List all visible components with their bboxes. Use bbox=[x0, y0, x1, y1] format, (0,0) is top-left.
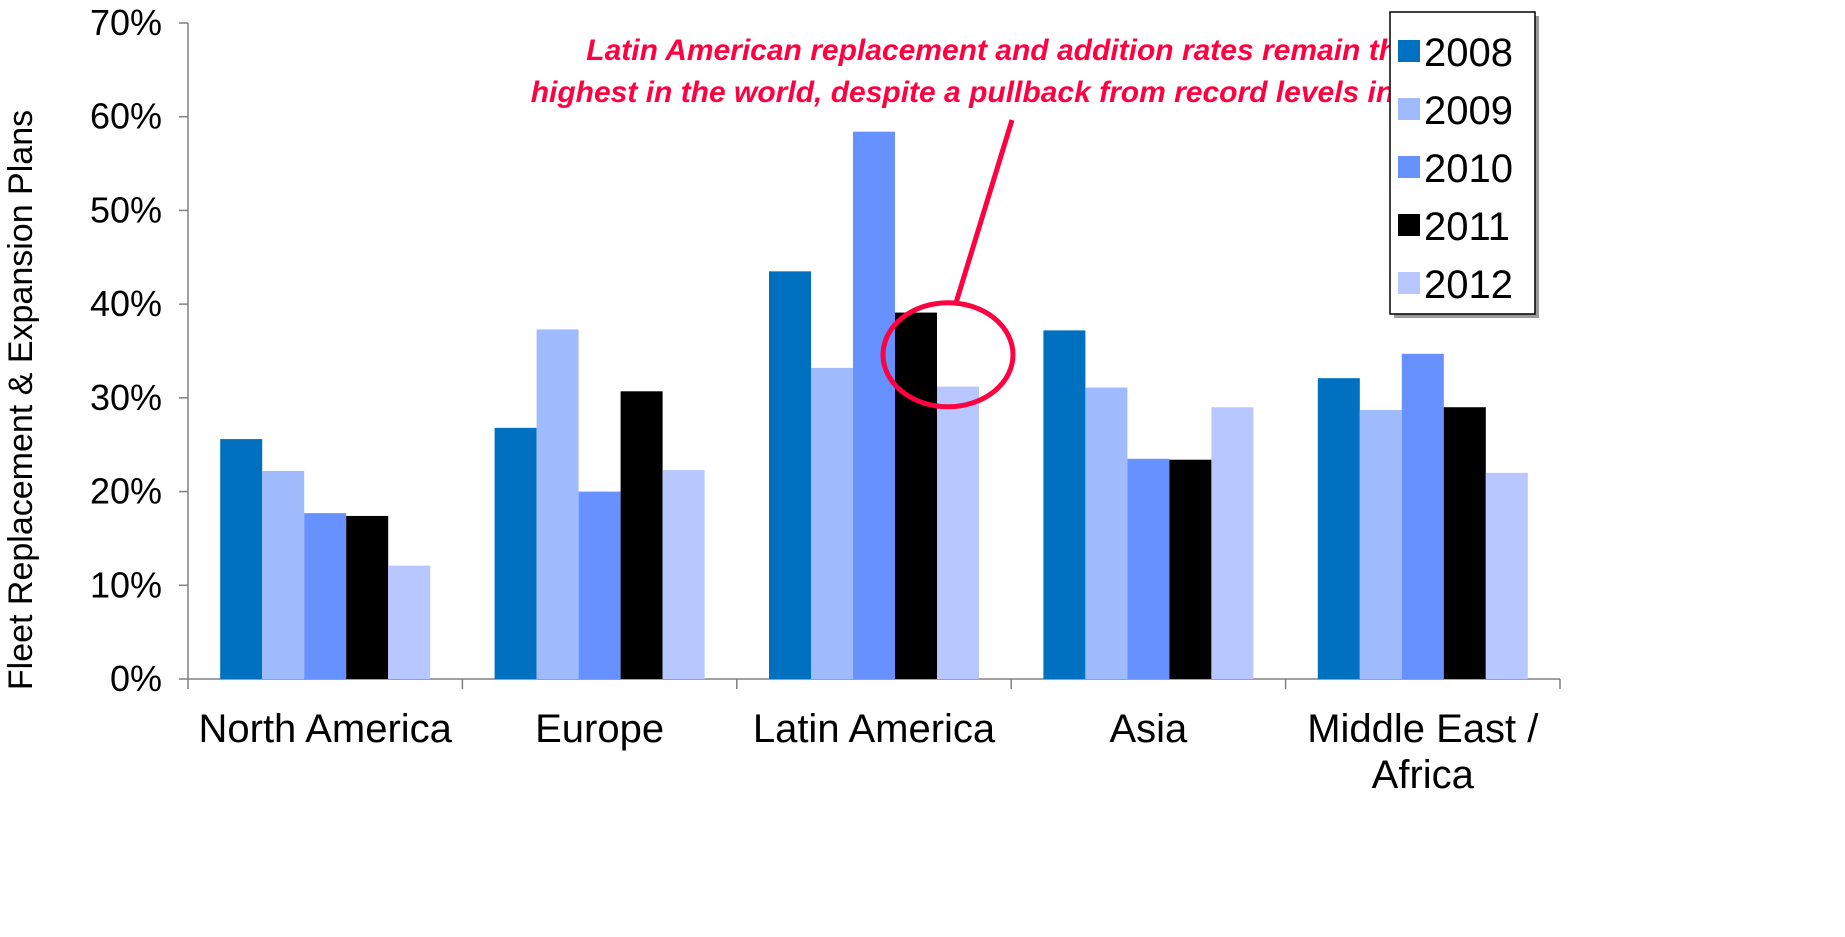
annotation-text-line-2: highest in the world, despite a pullback… bbox=[531, 76, 1470, 109]
annotation-text-line-1: Latin American replacement and addition … bbox=[586, 34, 1413, 67]
bar-2012-north-america bbox=[388, 565, 431, 679]
y-axis-label-group: Fleet Replacement & Expansion Plans bbox=[2, 110, 40, 690]
legend-swatch-2010 bbox=[1398, 156, 1420, 178]
bar-2010-latin-america bbox=[853, 131, 895, 680]
category-label: Asia bbox=[1109, 707, 1188, 751]
bar-2010-north-america bbox=[304, 513, 347, 679]
bar-2009-asia bbox=[1085, 387, 1128, 679]
annotation: Latin American replacement and addition … bbox=[531, 34, 1470, 410]
legend-label-2010: 2010 bbox=[1424, 147, 1513, 191]
category-label: Middle East / bbox=[1307, 707, 1539, 751]
bar-2012-latin-america bbox=[937, 386, 979, 679]
legend-swatch-2012 bbox=[1398, 272, 1420, 294]
annotation-pointer-line bbox=[953, 119, 1015, 304]
bar-2008-latin-america bbox=[769, 271, 811, 679]
y-axis-label: Fleet Replacement & Expansion Plans bbox=[2, 110, 40, 690]
bar-2012-asia bbox=[1211, 407, 1254, 679]
y-ticks: 0% 10% 20% 30% 40% 50% 60% 70% bbox=[90, 2, 188, 699]
bar-2009-middle-east-africa bbox=[1359, 410, 1402, 679]
annotation-circle bbox=[880, 300, 1016, 410]
y-tick-label: 60% bbox=[90, 96, 162, 137]
bar-2012-middle-east-africa bbox=[1485, 472, 1528, 679]
bar-2010-middle-east-africa bbox=[1401, 353, 1444, 679]
y-tick-label: 30% bbox=[90, 377, 162, 418]
category-labels: North America Europe Latin America Asia Midd… bbox=[198, 707, 1539, 797]
category-label: Africa bbox=[1372, 753, 1475, 797]
legend-label-2012: 2012 bbox=[1424, 263, 1513, 307]
legend-swatch-2008 bbox=[1398, 40, 1420, 62]
bar-2009-europe bbox=[536, 329, 579, 679]
bar-2009-north-america bbox=[262, 470, 305, 679]
category-label: Latin America bbox=[753, 707, 996, 751]
legend: 2008 2009 2010 2011 2012 bbox=[1389, 11, 1539, 318]
legend-label-2008: 2008 bbox=[1424, 31, 1513, 75]
bar-2011-europe bbox=[620, 391, 663, 679]
bars bbox=[220, 131, 1528, 680]
bar-2011-middle-east-africa bbox=[1443, 407, 1486, 679]
y-tick-label: 0% bbox=[110, 658, 162, 699]
bar-2011-north-america bbox=[346, 515, 389, 679]
bar-2011-latin-america bbox=[895, 312, 937, 679]
bar-2011-asia bbox=[1169, 459, 1212, 679]
y-tick-label: 40% bbox=[90, 283, 162, 324]
legend-swatch-2011 bbox=[1398, 214, 1420, 236]
bar-2009-latin-america bbox=[811, 367, 853, 679]
legend-swatch-2009 bbox=[1398, 98, 1420, 120]
y-tick-label: 10% bbox=[90, 564, 162, 605]
bar-2012-europe bbox=[662, 470, 705, 679]
legend-label-2009: 2009 bbox=[1424, 89, 1513, 133]
bar-2010-asia bbox=[1127, 458, 1170, 679]
legend-label-2011: 2011 bbox=[1424, 205, 1510, 249]
category-label: North America bbox=[198, 707, 452, 751]
bar-2008-middle-east-africa bbox=[1317, 378, 1360, 679]
y-tick-label: 20% bbox=[90, 471, 162, 512]
y-tick-label: 50% bbox=[90, 189, 162, 230]
bar-2010-europe bbox=[578, 491, 621, 679]
bar-2008-europe bbox=[494, 427, 537, 679]
category-label: Europe bbox=[535, 707, 664, 751]
bar-2008-asia bbox=[1043, 330, 1086, 679]
y-tick-label: 70% bbox=[90, 2, 162, 43]
bar-2008-north-america bbox=[220, 439, 263, 679]
